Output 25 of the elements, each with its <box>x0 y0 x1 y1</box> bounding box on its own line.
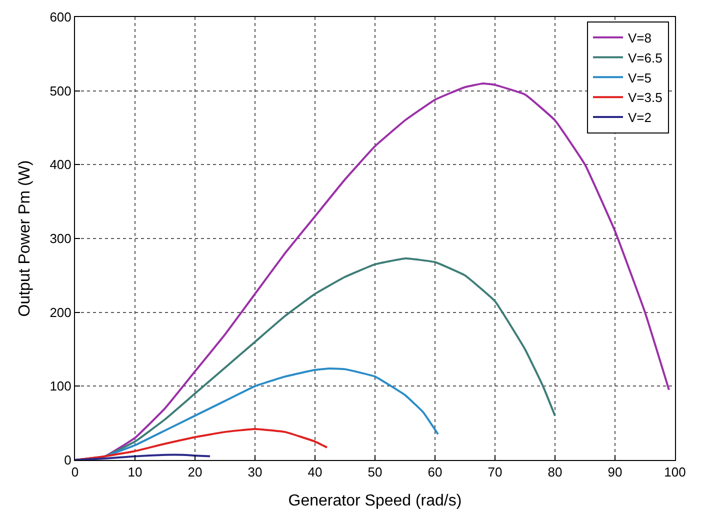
x-tick-label: 50 <box>368 464 382 480</box>
x-tick-label: 40 <box>308 464 322 480</box>
y-tick-label: 200 <box>50 304 72 320</box>
x-tick-label: 10 <box>128 464 142 480</box>
y-tick-label: 300 <box>50 231 72 246</box>
y-tick-label: 0 <box>64 452 72 468</box>
y-tick-label: 100 <box>50 378 72 394</box>
x-tick-label: 60 <box>428 464 442 480</box>
x-tick-label: 20 <box>188 464 202 480</box>
x-tick-label: 90 <box>608 464 622 480</box>
x-tick-label: 80 <box>548 464 562 480</box>
y-tick-label: 600 <box>50 10 72 25</box>
y-tick-label: 400 <box>50 157 72 172</box>
x-tick-label: 70 <box>488 464 502 480</box>
legend-label: V=8 <box>628 30 652 46</box>
y-axis-title: Output Power Pm (W) <box>16 160 34 317</box>
x-tick-label: 30 <box>248 464 262 480</box>
legend-label: V=3.5 <box>628 90 662 106</box>
x-axis-title: Generator Speed (rad/s) <box>288 492 462 510</box>
x-tick-label: 100 <box>664 464 686 480</box>
legend-label: V=5 <box>628 70 652 86</box>
legend-label: V=2 <box>628 110 652 126</box>
line-series <box>75 428 328 460</box>
legend-label: V=6.5 <box>628 50 662 66</box>
y-tick-label: 500 <box>50 83 72 98</box>
